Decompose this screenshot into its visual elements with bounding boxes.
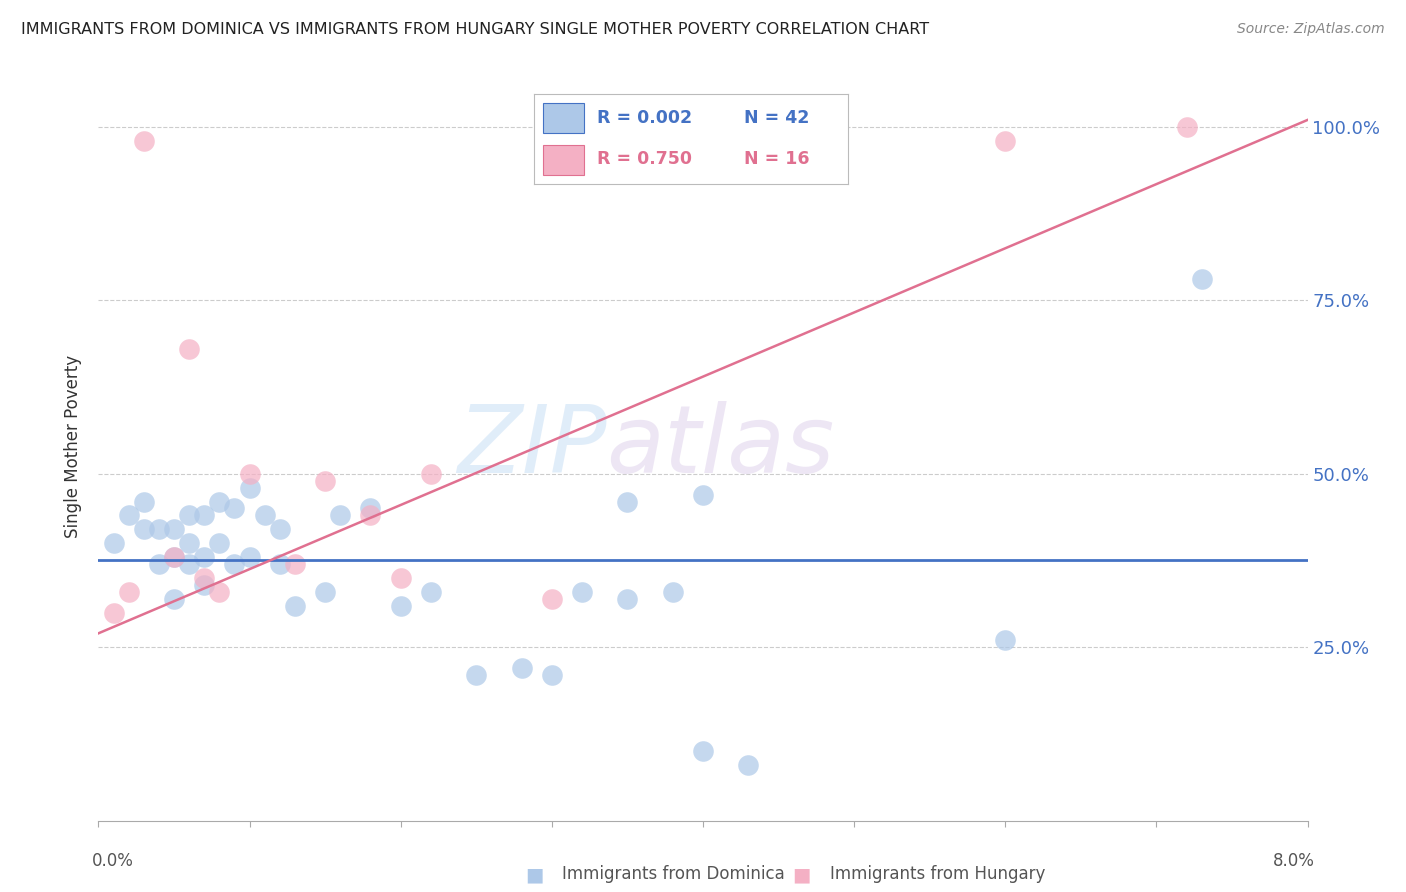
Point <box>239 549 262 564</box>
Point <box>132 494 155 508</box>
Point <box>269 557 291 571</box>
Point <box>118 584 141 599</box>
Point <box>389 571 412 585</box>
Point <box>148 557 170 571</box>
Point <box>193 508 215 523</box>
Text: ZIP: ZIP <box>457 401 606 491</box>
Text: Source: ZipAtlas.com: Source: ZipAtlas.com <box>1237 22 1385 37</box>
Point <box>994 134 1017 148</box>
Point <box>193 571 215 585</box>
Point <box>179 342 201 356</box>
Point <box>148 522 170 536</box>
Point <box>193 578 215 592</box>
Point <box>269 522 291 536</box>
Point <box>224 557 246 571</box>
Point <box>692 487 714 501</box>
Point <box>179 508 201 523</box>
Point <box>540 668 562 682</box>
Point <box>193 549 215 564</box>
Point <box>616 591 638 606</box>
Point <box>163 549 186 564</box>
Text: ■: ■ <box>792 865 811 884</box>
Point <box>253 508 276 523</box>
Point <box>420 584 443 599</box>
Text: IMMIGRANTS FROM DOMINICA VS IMMIGRANTS FROM HUNGARY SINGLE MOTHER POVERTY CORREL: IMMIGRANTS FROM DOMINICA VS IMMIGRANTS F… <box>21 22 929 37</box>
Text: 0.0%: 0.0% <box>91 852 134 870</box>
Point <box>737 758 759 772</box>
Point <box>179 557 201 571</box>
Y-axis label: Single Mother Poverty: Single Mother Poverty <box>65 354 83 538</box>
Point <box>208 536 231 550</box>
Point <box>103 536 125 550</box>
Point <box>540 591 562 606</box>
Point <box>571 584 593 599</box>
Text: 8.0%: 8.0% <box>1272 852 1315 870</box>
Point <box>616 494 638 508</box>
Text: atlas: atlas <box>606 401 835 491</box>
Point <box>132 134 155 148</box>
Point <box>692 744 714 758</box>
Point <box>239 467 262 481</box>
Point <box>360 508 382 523</box>
Point <box>208 494 231 508</box>
Point <box>1175 120 1198 134</box>
Point <box>163 549 186 564</box>
Point <box>284 557 307 571</box>
Point <box>132 522 155 536</box>
Point <box>329 508 352 523</box>
Point <box>163 522 186 536</box>
Point <box>224 501 246 516</box>
Point <box>420 467 443 481</box>
Point <box>1191 272 1213 286</box>
Point <box>360 501 382 516</box>
Point <box>510 661 533 675</box>
Point <box>994 633 1017 648</box>
Point <box>179 536 201 550</box>
Text: ■: ■ <box>524 865 544 884</box>
Point <box>239 481 262 495</box>
Point <box>314 474 336 488</box>
Point <box>661 584 683 599</box>
Point <box>284 599 307 613</box>
Point <box>103 606 125 620</box>
Point <box>314 584 336 599</box>
Point <box>389 599 412 613</box>
Point <box>208 584 231 599</box>
Point <box>465 668 488 682</box>
Point <box>163 591 186 606</box>
Text: Immigrants from Dominica: Immigrants from Dominica <box>562 865 785 883</box>
Text: Immigrants from Hungary: Immigrants from Hungary <box>830 865 1045 883</box>
Point <box>118 508 141 523</box>
